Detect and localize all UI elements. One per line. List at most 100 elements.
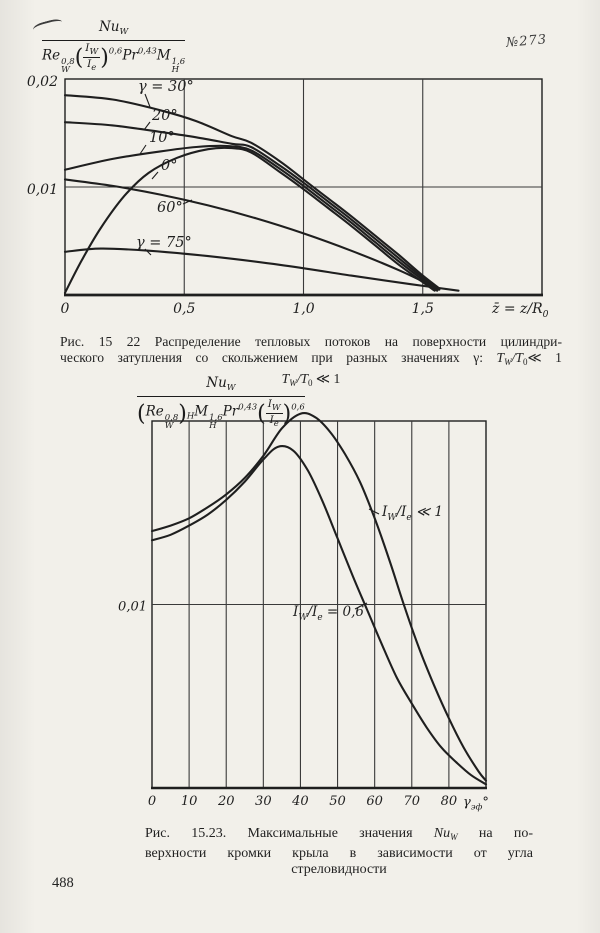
- caption-text-part: T: [496, 349, 505, 365]
- chart2-yaxis-formula: NuW (Re 0,8 W)HM 1,6 H Pr0,43(IW Ie)0,6: [137, 375, 305, 431]
- caption-text-part: верхности кромки крыла в зависимости от …: [145, 845, 533, 861]
- caption-text-part: 0: [308, 377, 313, 388]
- caption-text-part: Рис. 15.23. Максимальные значения: [145, 826, 434, 841]
- x-tick-label: 40: [291, 794, 309, 809]
- text-part: W: [387, 513, 397, 523]
- caption-text-part: T: [281, 370, 290, 386]
- caption-text-part: на по-: [457, 826, 533, 841]
- text-part: 1,5: [412, 301, 434, 317]
- curve-20°: [63, 121, 440, 291]
- caption-text-part: W: [504, 356, 512, 367]
- figure-15-23-caption: Рис. 15.23. Максимальные значения NuW на…: [145, 826, 533, 879]
- caption-text-part: Nu: [433, 826, 451, 841]
- caption-line: стреловидности: [145, 862, 533, 879]
- text-part: e: [317, 613, 322, 623]
- text-part: 0: [148, 794, 156, 809]
- text-part: 1,0: [292, 301, 314, 317]
- text-part: 0: [61, 301, 70, 317]
- x-tick-label: 1,5: [412, 301, 434, 317]
- caption-line: TW/T0 ≪ 1: [60, 371, 562, 392]
- x-axis-title: z̄ = z/R0: [491, 301, 549, 320]
- text-part: /I: [394, 504, 407, 520]
- curve-label: IW/Ie = 0,6: [292, 604, 364, 623]
- curve-label-leader: [144, 248, 152, 256]
- curve-γ = 75°: [63, 247, 460, 292]
- text-part: 60°: [157, 200, 183, 216]
- text-part: 30: [255, 794, 272, 809]
- text-part: = 0,6: [323, 604, 365, 620]
- text-part: 0: [543, 309, 549, 320]
- curve-60°: [63, 178, 441, 291]
- curve-I_W/I_e = 0,6: [150, 445, 488, 786]
- text-part: I: [381, 504, 388, 520]
- caption-line: ческого затупления со скольжением при ра…: [60, 350, 562, 371]
- curve-label-leader: [143, 121, 151, 131]
- caption-text-part: Рис. 15 22 Распределение тепловых потоко…: [60, 334, 562, 349]
- curve-label: IW/Ie ≪ 1: [381, 504, 443, 523]
- caption-text-part: ≪ 1: [527, 349, 562, 365]
- caption-text-part: T: [300, 370, 309, 386]
- formula2-numerator: NuW: [137, 375, 305, 397]
- text-part: 0,01: [27, 182, 58, 198]
- curve-label-leader: [139, 144, 147, 155]
- curve-10°: [63, 144, 439, 292]
- caption-text-part: ческого затупления со скольжением при ра…: [60, 349, 497, 365]
- curve-label: 20°: [151, 108, 178, 124]
- text-part: 0°: [161, 158, 177, 174]
- curve-label: γ = 30°: [138, 79, 194, 95]
- caption-text-part: 0: [522, 356, 528, 367]
- chart1-yaxis-formula: NuW Re 0,8 W(IW Ie)0,6Pr0,43M 1,6 H: [42, 19, 186, 75]
- caption-text-part: стреловидности: [291, 862, 387, 877]
- x-axis-title: γэф°: [463, 795, 489, 813]
- x-tick-label: 70: [404, 794, 421, 809]
- text-part: 40: [291, 794, 309, 809]
- text-part: 0,02: [27, 74, 58, 90]
- text-part: 60: [366, 794, 383, 809]
- text-part: γ = 75°: [136, 235, 192, 251]
- figure-15-22-caption: Рис. 15 22 Распределение тепловых потоко…: [60, 334, 562, 391]
- caption-text-part: T: [515, 349, 523, 365]
- caption-text-part: /: [511, 349, 516, 365]
- caption-line: Рис. 15.23. Максимальные значения NuW на…: [145, 826, 533, 846]
- y-tick-label: 0,02: [27, 74, 58, 90]
- y-tick-label: 0,01: [27, 182, 58, 198]
- caption-text-part: /: [296, 370, 301, 386]
- x-tick-label: 60: [366, 794, 383, 809]
- x-tick-label: 0: [148, 794, 156, 809]
- text-part: z̄ = z/R: [491, 301, 543, 317]
- curve-γ = 30°: [63, 94, 441, 290]
- caption-text-part: ≪ 1: [312, 370, 341, 386]
- text-part: e: [406, 513, 411, 523]
- text-part: 10: [181, 794, 198, 809]
- curve-label-leader: [144, 93, 151, 108]
- text-part: γ: [463, 795, 471, 810]
- page-number: 488: [52, 875, 74, 891]
- text-part: 20: [217, 794, 235, 809]
- formula2-denominator: (Re 0,8 W)HM 1,6 H Pr0,43(IW Ie)0,6: [137, 397, 305, 431]
- text-part: 80: [441, 794, 458, 809]
- text-part: 70: [404, 794, 421, 809]
- curve-label: γ = 75°: [136, 235, 192, 251]
- formula1-denominator: Re 0,8 W(IW Ie)0,6Pr0,43M 1,6 H: [42, 41, 186, 75]
- curve-label: 10°: [149, 130, 175, 146]
- text-part: 20°: [151, 108, 178, 124]
- formula1-numerator: NuW: [42, 19, 186, 41]
- x-tick-label: 30: [255, 794, 272, 809]
- x-tick-label: 10: [181, 794, 198, 809]
- text-part: W: [298, 613, 308, 623]
- text-part: эф: [471, 803, 483, 813]
- text-part: ≪ 1: [412, 504, 443, 520]
- curve-label-leader: [354, 602, 368, 610]
- text-part: γ = 30°: [138, 79, 194, 95]
- text-part: I: [292, 604, 299, 620]
- x-tick-label: 50: [329, 794, 346, 809]
- x-tick-label: 0,5: [173, 301, 195, 317]
- text-part: 0,5: [173, 301, 195, 317]
- x-tick-label: 20: [217, 794, 235, 809]
- curve-label: 0°: [161, 158, 177, 174]
- curve-label-leader: [368, 508, 380, 515]
- text-part: 10°: [149, 130, 175, 146]
- text-part: °: [482, 795, 489, 810]
